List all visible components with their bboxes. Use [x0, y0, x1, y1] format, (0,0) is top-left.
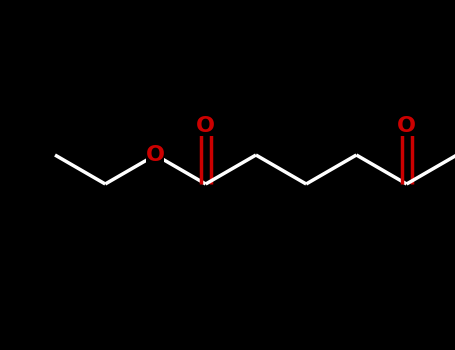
- FancyBboxPatch shape: [197, 116, 215, 136]
- FancyBboxPatch shape: [147, 145, 164, 165]
- FancyBboxPatch shape: [398, 116, 415, 136]
- Text: O: O: [196, 116, 215, 136]
- Text: O: O: [146, 145, 165, 165]
- Text: O: O: [397, 116, 416, 136]
